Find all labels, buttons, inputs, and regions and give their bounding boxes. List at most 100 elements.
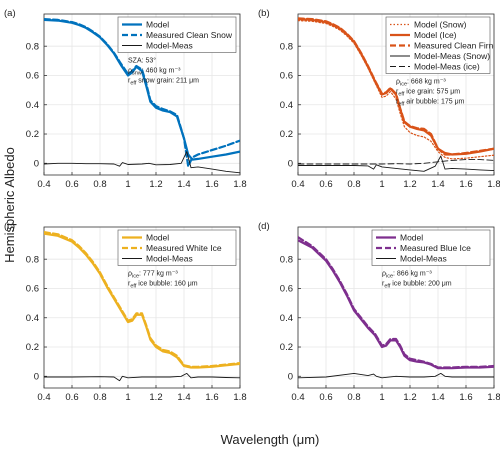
x-tick-label: 1.6: [205, 392, 218, 403]
y-tick-label: 0.8: [26, 41, 39, 52]
x-tick-label: 0.8: [347, 392, 360, 403]
legend-label: Model-Meas: [146, 254, 193, 264]
x-tick-label: 0.6: [65, 392, 78, 403]
y-tick-label: 0.4: [280, 313, 293, 324]
x-tick-label: 1: [125, 392, 130, 403]
legend-label: Measured Clean Firn: [414, 41, 494, 51]
panel-c: 0.4 0.6 0.8 1 1.2 1.4 1.6 1.8 0 0.2 0.4 0.6 0.8 (c) Mo…: [4, 221, 247, 403]
panel-label: (c): [4, 221, 15, 232]
series-line-model-snow: [298, 20, 494, 160]
y-tick-label: 0.8: [280, 254, 293, 265]
x-tick-label: 0.6: [319, 179, 332, 190]
plot-area: [297, 226, 495, 389]
annotation-text: reff ice grain: 575 μm: [396, 89, 460, 98]
x-tick-label: 1: [379, 392, 384, 403]
annotation-text: ρice: 777 kg m⁻³: [128, 271, 178, 280]
series-line-model-meas: [298, 372, 494, 379]
annotation-text: ρsnw: 460 kg m⁻³: [128, 68, 181, 77]
panel-label: (b): [258, 8, 270, 19]
series-line-measured-blue-ice: [298, 236, 494, 369]
panel-label: (d): [258, 221, 270, 232]
legend-label: Model-Meas (Snow): [414, 51, 490, 61]
x-tick-label: 0.4: [291, 179, 304, 190]
x-tick-label: 1: [379, 179, 384, 190]
panel-a: 0.4 0.6 0.8 1 1.2 1.4 1.6 1.8 0 0.2 0.4 0.6 0.8 (a) Mo…: [4, 8, 247, 190]
series-line-model-meas-snow: [298, 155, 494, 172]
plot-area: [297, 13, 495, 176]
x-tick-label: 1.4: [177, 179, 190, 190]
legend-label: Measured Blue Ice: [400, 243, 471, 253]
panel-d: 0.4 0.6 0.8 1 1.2 1.4 1.6 1.8 0 0.2 0.4 0.6 0.8 (d) Mo…: [258, 221, 500, 403]
plot-area: [43, 226, 241, 389]
legend-label: Model: [146, 233, 169, 243]
x-tick-label: 1.2: [149, 179, 162, 190]
y-tick-label: 0.2: [26, 129, 39, 140]
panel-b: 0.4 0.6 0.8 1 1.2 1.4 1.6 1.8 0 0.2 0.4 0.6 0.8 (b) Mo…: [258, 8, 500, 190]
panel-label: (a): [4, 8, 16, 19]
legend-label: Model (Ice): [414, 30, 457, 40]
figure-ylabel: Hemispheric Albedo: [2, 147, 17, 263]
x-tick-label: 0.4: [37, 179, 50, 190]
x-tick-label: 1.2: [149, 392, 162, 403]
annotation-text: reff air bubble: 175 μm: [396, 99, 465, 108]
series-line-measured-white-ice: [44, 231, 240, 368]
y-tick-label: 0.4: [280, 100, 293, 111]
x-tick-label: 1.8: [233, 179, 246, 190]
x-tick-label: 1.8: [233, 392, 246, 403]
y-tick-label: 0.2: [280, 342, 293, 353]
x-tick-label: 1.6: [205, 179, 218, 190]
x-tick-label: 1.8: [487, 392, 500, 403]
y-tick-label: 0.4: [26, 313, 39, 324]
series-line-measured-clean-firn: [298, 17, 494, 156]
y-tick-label: 0.6: [26, 284, 39, 295]
x-tick-label: 1.4: [431, 392, 444, 403]
annotation-text: ρice: 866 kg m⁻³: [382, 271, 432, 280]
x-tick-label: 1.4: [177, 392, 190, 403]
legend-label: Measured Clean Snow: [146, 30, 233, 40]
x-tick-label: 0.6: [319, 392, 332, 403]
series-line-model-meas: [44, 372, 240, 382]
y-tick-label: 0: [34, 371, 39, 382]
x-tick-label: 0.4: [37, 392, 50, 403]
legend-label: Model-Meas (ice): [414, 62, 480, 72]
legend-label: Model-Meas: [146, 41, 193, 51]
x-tick-label: 1.6: [459, 392, 472, 403]
y-tick-label: 0.6: [280, 71, 293, 82]
series-line-model-meas-ice: [298, 159, 494, 165]
x-tick-label: 1.2: [403, 392, 416, 403]
plot-area: [43, 13, 241, 176]
y-tick-label: 0: [288, 371, 293, 382]
y-tick-label: 0: [34, 158, 39, 169]
x-tick-label: 0.8: [93, 179, 106, 190]
legend-label: Model: [146, 20, 169, 30]
legend-box: [371, 229, 491, 266]
y-tick-label: 0.2: [280, 129, 293, 140]
x-tick-label: 0.4: [291, 392, 304, 403]
legend-label: Measured White Ice: [146, 243, 222, 253]
y-tick-label: 0.6: [26, 71, 39, 82]
annotation-text: ρice: 668 kg m⁻³: [396, 79, 446, 88]
x-tick-label: 1.4: [431, 179, 444, 190]
legend-box: [117, 229, 237, 266]
x-tick-label: 1.2: [403, 179, 416, 190]
legend-label: Model-Meas: [400, 254, 447, 264]
legend-label: Model: [400, 233, 423, 243]
x-tick-label: 1.8: [487, 179, 500, 190]
legend-box: [117, 16, 237, 53]
y-tick-label: 0.8: [26, 254, 39, 265]
y-tick-label: 0: [288, 158, 293, 169]
series-line-measured-clean-snow: [44, 18, 240, 168]
annotation-text: reff snow grain: 211 μm: [128, 78, 199, 87]
x-tick-label: 1: [125, 179, 130, 190]
y-tick-label: 0.8: [280, 41, 293, 52]
x-tick-label: 0.6: [65, 179, 78, 190]
x-tick-label: 0.8: [347, 179, 360, 190]
annotation-text: reff ice bubble: 160 μm: [128, 281, 198, 290]
series-line-model-meas: [44, 151, 240, 174]
x-tick-label: 0.8: [93, 392, 106, 403]
annotation-text: reff ice bubble: 200 μm: [382, 281, 452, 290]
y-tick-label: 0.2: [26, 342, 39, 353]
x-tick-label: 1.6: [459, 179, 472, 190]
annotation-text: SZA: 53°: [128, 57, 156, 65]
